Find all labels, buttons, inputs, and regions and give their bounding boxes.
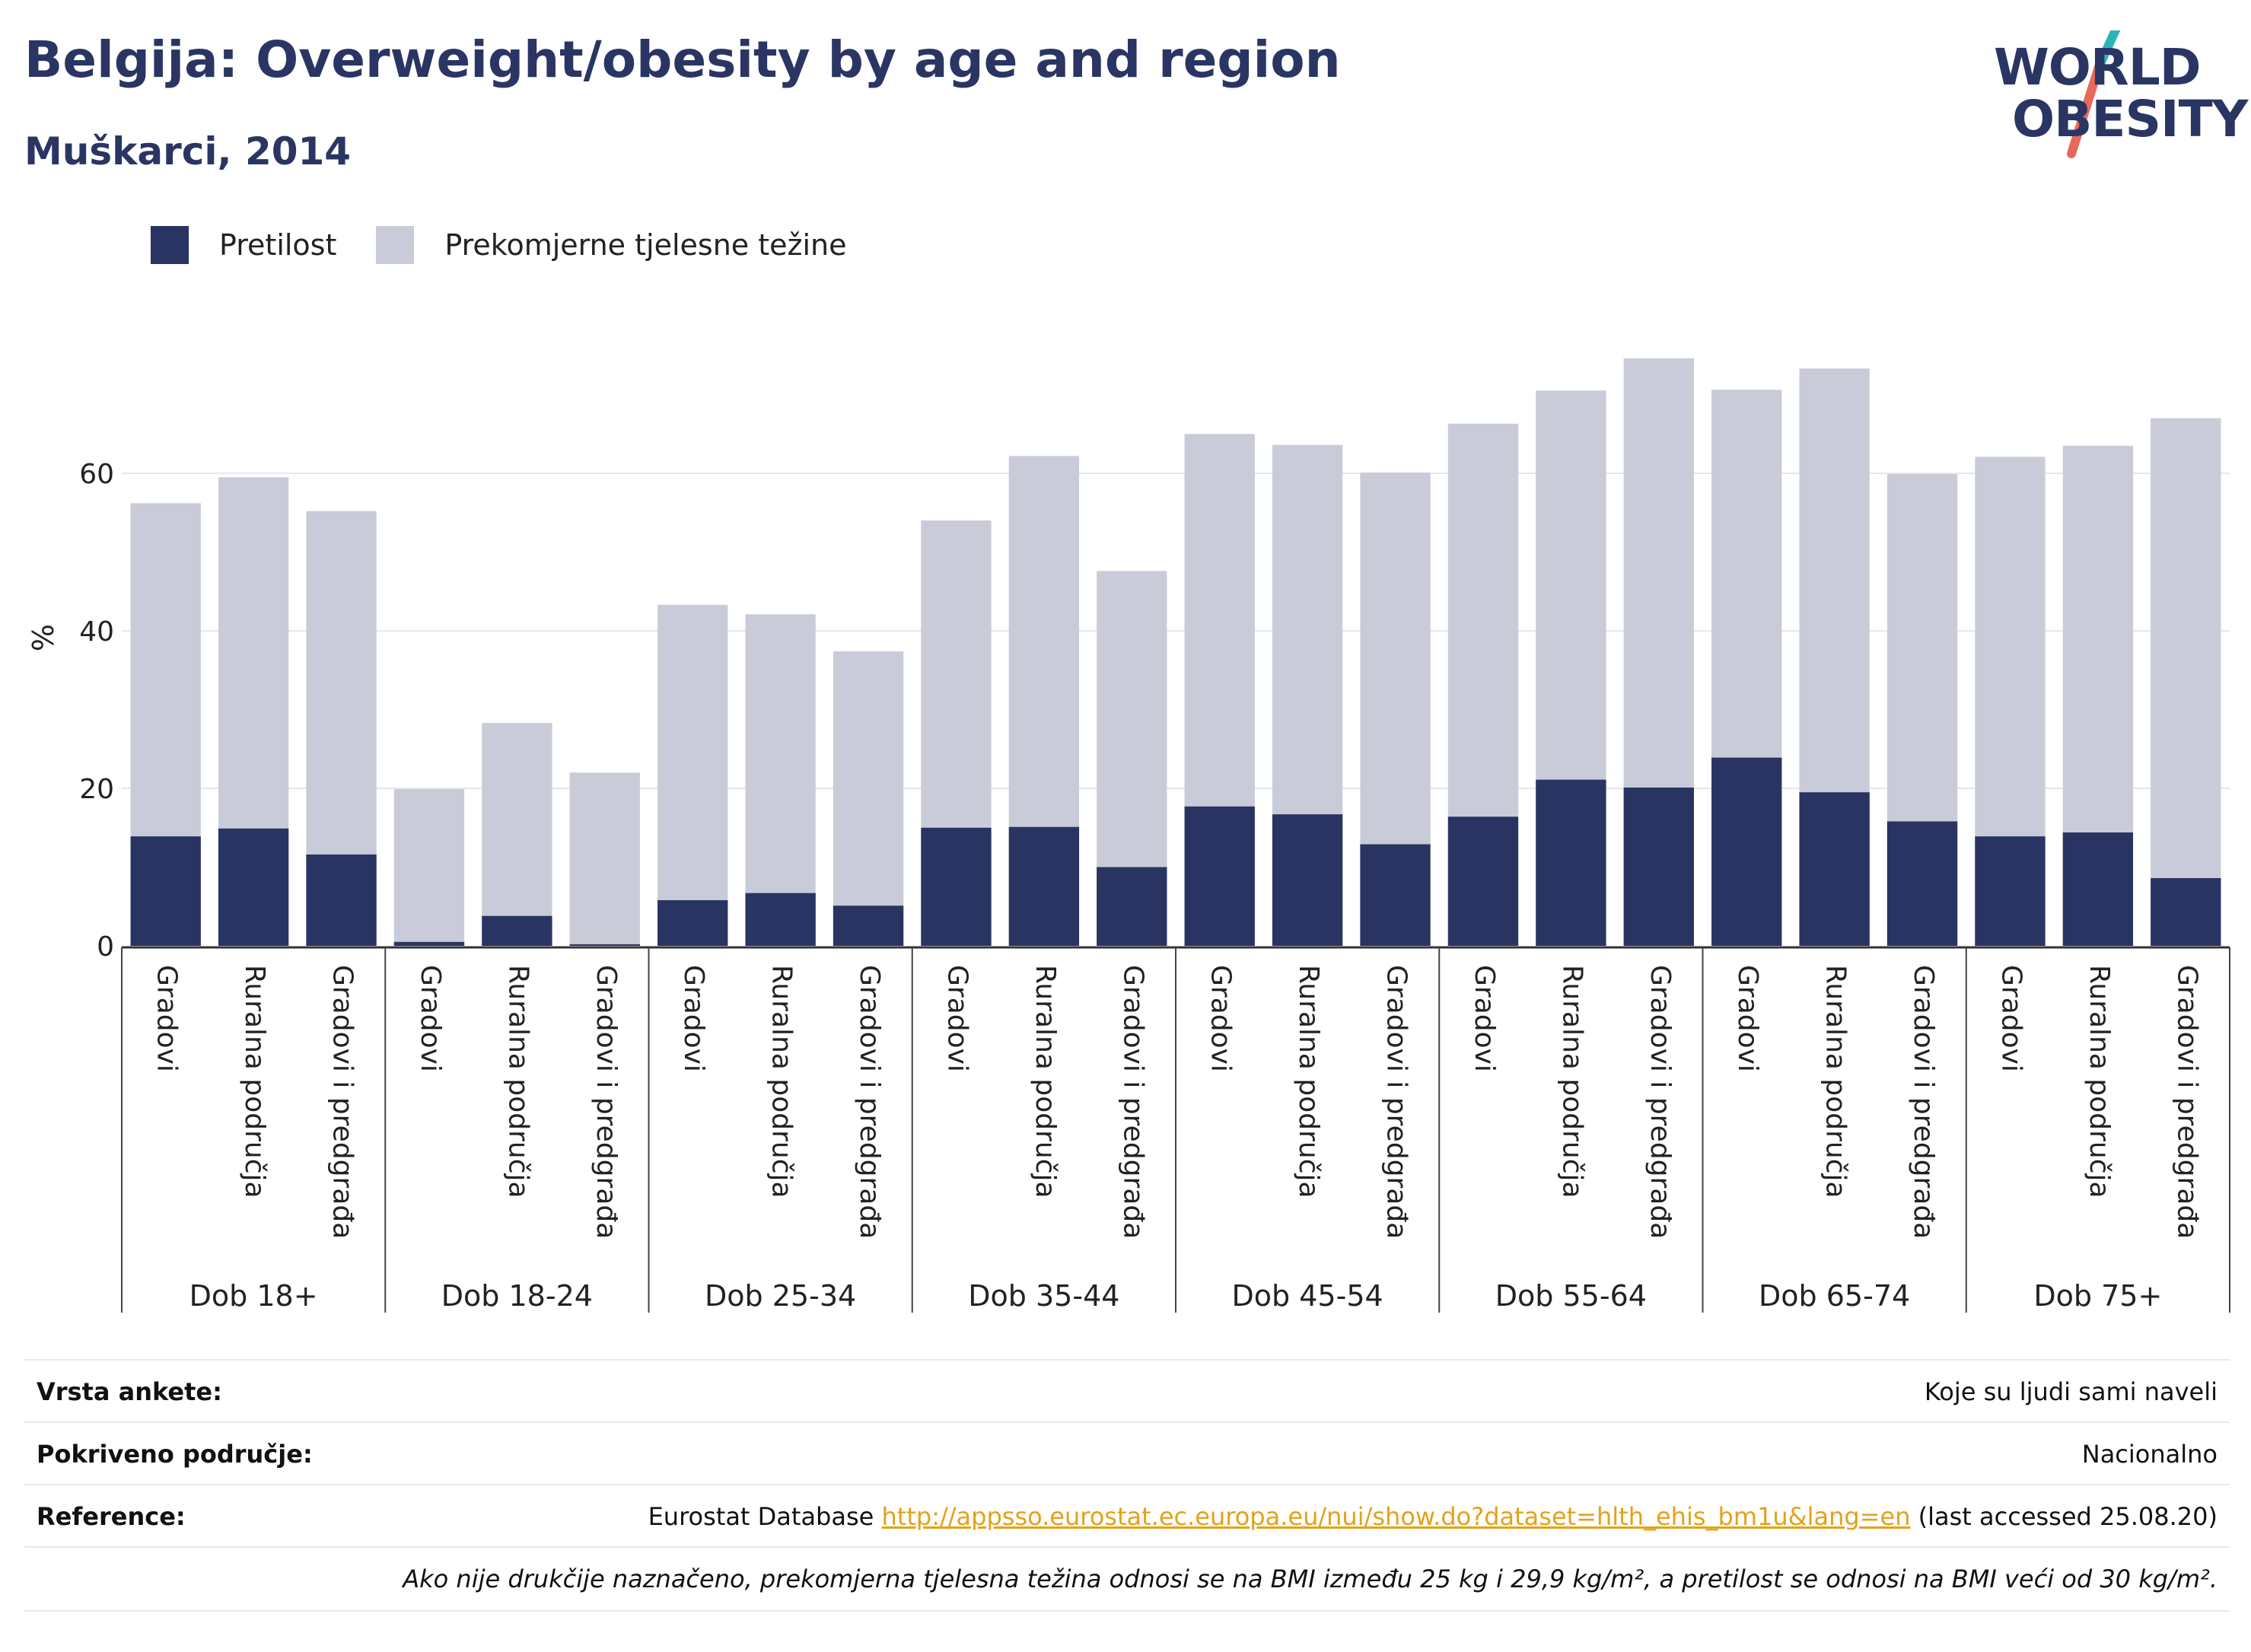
category-label: Ruralna područja — [1030, 965, 1061, 1198]
legend-item-obesity[interactable]: Pretilost — [151, 226, 336, 264]
legend-label-overweight: Prekomjerne tjelesne težine — [444, 228, 847, 262]
reference-suffix: (last accessed 25.08.20) — [1910, 1502, 2218, 1531]
info-row-note: Ako nije drukčije naznačeno, prekomjerna… — [24, 1546, 2230, 1612]
bar-overweight[interactable] — [569, 772, 640, 946]
bar-obesity[interactable] — [1886, 821, 1958, 946]
logo-word-world: WORLD — [1994, 38, 2202, 97]
legend-label-obesity: Pretilost — [219, 228, 337, 262]
bar-obesity[interactable] — [1447, 816, 1519, 946]
chart-subtitle: Muškarci, 2014 — [24, 129, 352, 173]
category-label: Ruralna područja — [1820, 965, 1851, 1198]
category-label: Gradovi i predgrađa — [1908, 965, 1939, 1239]
bar-obesity[interactable] — [482, 915, 552, 946]
category-label: Gradovi — [1732, 965, 1763, 1072]
bar-overweight[interactable] — [833, 651, 904, 946]
category-label: Gradovi — [941, 965, 973, 1072]
y-tick-label: 40 — [79, 616, 114, 648]
bar-obesity[interactable] — [2151, 877, 2221, 946]
bar-obesity[interactable] — [921, 827, 992, 946]
category-label: Gradovi i predgrađa — [1117, 965, 1148, 1239]
y-axis-label: % — [27, 624, 60, 651]
bar-obesity[interactable] — [306, 854, 377, 946]
category-label: Gradovi — [1995, 965, 2027, 1072]
category-label: Gradovi i predgrađa — [1644, 965, 1676, 1239]
group-label: Dob 55-64 — [1495, 1279, 1647, 1313]
bar-obesity[interactable] — [130, 836, 201, 946]
bar-obesity[interactable] — [657, 899, 728, 946]
legend-swatch-obesity — [151, 226, 189, 264]
bar-obesity[interactable] — [1536, 779, 1606, 946]
category-label: Gradovi — [1469, 965, 1500, 1072]
reference-prefix: Eurostat Database — [648, 1502, 882, 1531]
survey-value: Koje su ljudi sami naveli — [1924, 1377, 2218, 1406]
bar-obesity[interactable] — [393, 941, 465, 946]
bar-obesity[interactable] — [1184, 806, 1255, 946]
y-tick-label: 60 — [79, 459, 114, 490]
logo-slash-icon — [2067, 30, 2121, 158]
bar-obesity[interactable] — [218, 828, 289, 946]
definition-note: Ako nije drukčije naznačeno, prekomjerna… — [403, 1564, 2218, 1593]
category-label: Ruralna područja — [1293, 965, 1324, 1198]
group-label: Dob 35-44 — [968, 1279, 1119, 1313]
bar-obesity[interactable] — [2062, 832, 2134, 946]
category-label: Ruralna područja — [502, 965, 533, 1198]
group-label: Dob 65-74 — [1759, 1279, 1910, 1313]
bar-overweight[interactable] — [2151, 418, 2221, 946]
reference-link[interactable]: http://appsso.eurostat.ec.europa.eu/nui/… — [881, 1502, 1911, 1531]
category-label: Gradovi i predgrađa — [1381, 965, 1412, 1239]
category-label: Gradovi i predgrađa — [854, 965, 885, 1239]
group-label: Dob 45-54 — [1232, 1279, 1383, 1313]
bar-chart: 0 20 40 60% Gradovi Ruralna područja Gradovi i… — [27, 358, 2230, 1313]
category-label: Ruralna područja — [1556, 965, 1587, 1198]
chart-title: Belgija: Overweight/obesity by age and r… — [24, 30, 1341, 89]
bar-obesity[interactable] — [1975, 836, 2046, 946]
bar-obesity[interactable] — [1008, 826, 1080, 946]
info-row-reference: Reference: Eurostat Database http://apps… — [24, 1484, 2230, 1548]
category-label: Gradovi — [1205, 965, 1237, 1072]
group-label: Dob 18+ — [189, 1279, 318, 1313]
group-label: Dob 75+ — [2033, 1279, 2162, 1313]
category-label: Gradovi i predgrađa — [2171, 965, 2202, 1239]
category-label: Gradovi i predgrađa — [591, 965, 622, 1239]
group-label: Dob 18-24 — [441, 1279, 593, 1313]
bar-obesity[interactable] — [1360, 844, 1431, 946]
category-label: Ruralna područja — [766, 965, 798, 1198]
reference-label: Reference: — [37, 1502, 186, 1531]
survey-label: Vrsta ankete: — [37, 1377, 222, 1406]
bar-obesity[interactable] — [1711, 757, 1782, 946]
bar-overweight[interactable] — [393, 789, 465, 946]
legend-swatch-overweight — [376, 226, 415, 264]
y-tick-label: 20 — [79, 774, 114, 805]
coverage-label: Pokriveno područje: — [37, 1440, 313, 1469]
bar-overweight[interactable] — [657, 604, 728, 946]
logo-word-obesity: OBESITY — [2012, 90, 2248, 148]
bar-obesity[interactable] — [745, 893, 816, 946]
legend: Pretilost Prekomjerne tjelesne težine — [151, 225, 887, 265]
bar-obesity[interactable] — [569, 944, 640, 946]
coverage-value: Nacionalno — [2081, 1440, 2218, 1469]
info-row-survey: Vrsta ankete: Koje su ljudi sami naveli — [24, 1359, 2230, 1423]
bar-obesity[interactable] — [1272, 814, 1343, 946]
bar-obesity[interactable] — [833, 906, 904, 946]
info-row-coverage: Pokriveno područje: Nacionalno — [24, 1421, 2230, 1485]
category-label: Gradovi — [151, 965, 183, 1072]
category-label: Ruralna područja — [2084, 965, 2115, 1198]
legend-item-overweight[interactable]: Prekomjerne tjelesne težine — [376, 226, 847, 264]
category-label: Gradovi i predgrađa — [327, 965, 358, 1239]
reference-value: Eurostat Database http://appsso.eurostat… — [648, 1502, 2218, 1531]
bar-obesity[interactable] — [1623, 787, 1694, 946]
bar-overweight[interactable] — [482, 723, 552, 946]
world-obesity-logo: WORLD OBESITY — [1986, 30, 2248, 160]
category-label: Ruralna područja — [239, 965, 270, 1198]
category-label: Gradovi — [678, 965, 709, 1072]
bar-obesity[interactable] — [1799, 792, 1870, 946]
group-label: Dob 25-34 — [705, 1279, 856, 1313]
bar-obesity[interactable] — [1097, 867, 1167, 947]
bar-overweight[interactable] — [745, 614, 816, 946]
category-label: Gradovi — [415, 965, 446, 1072]
y-tick-label: 0 — [97, 931, 114, 963]
